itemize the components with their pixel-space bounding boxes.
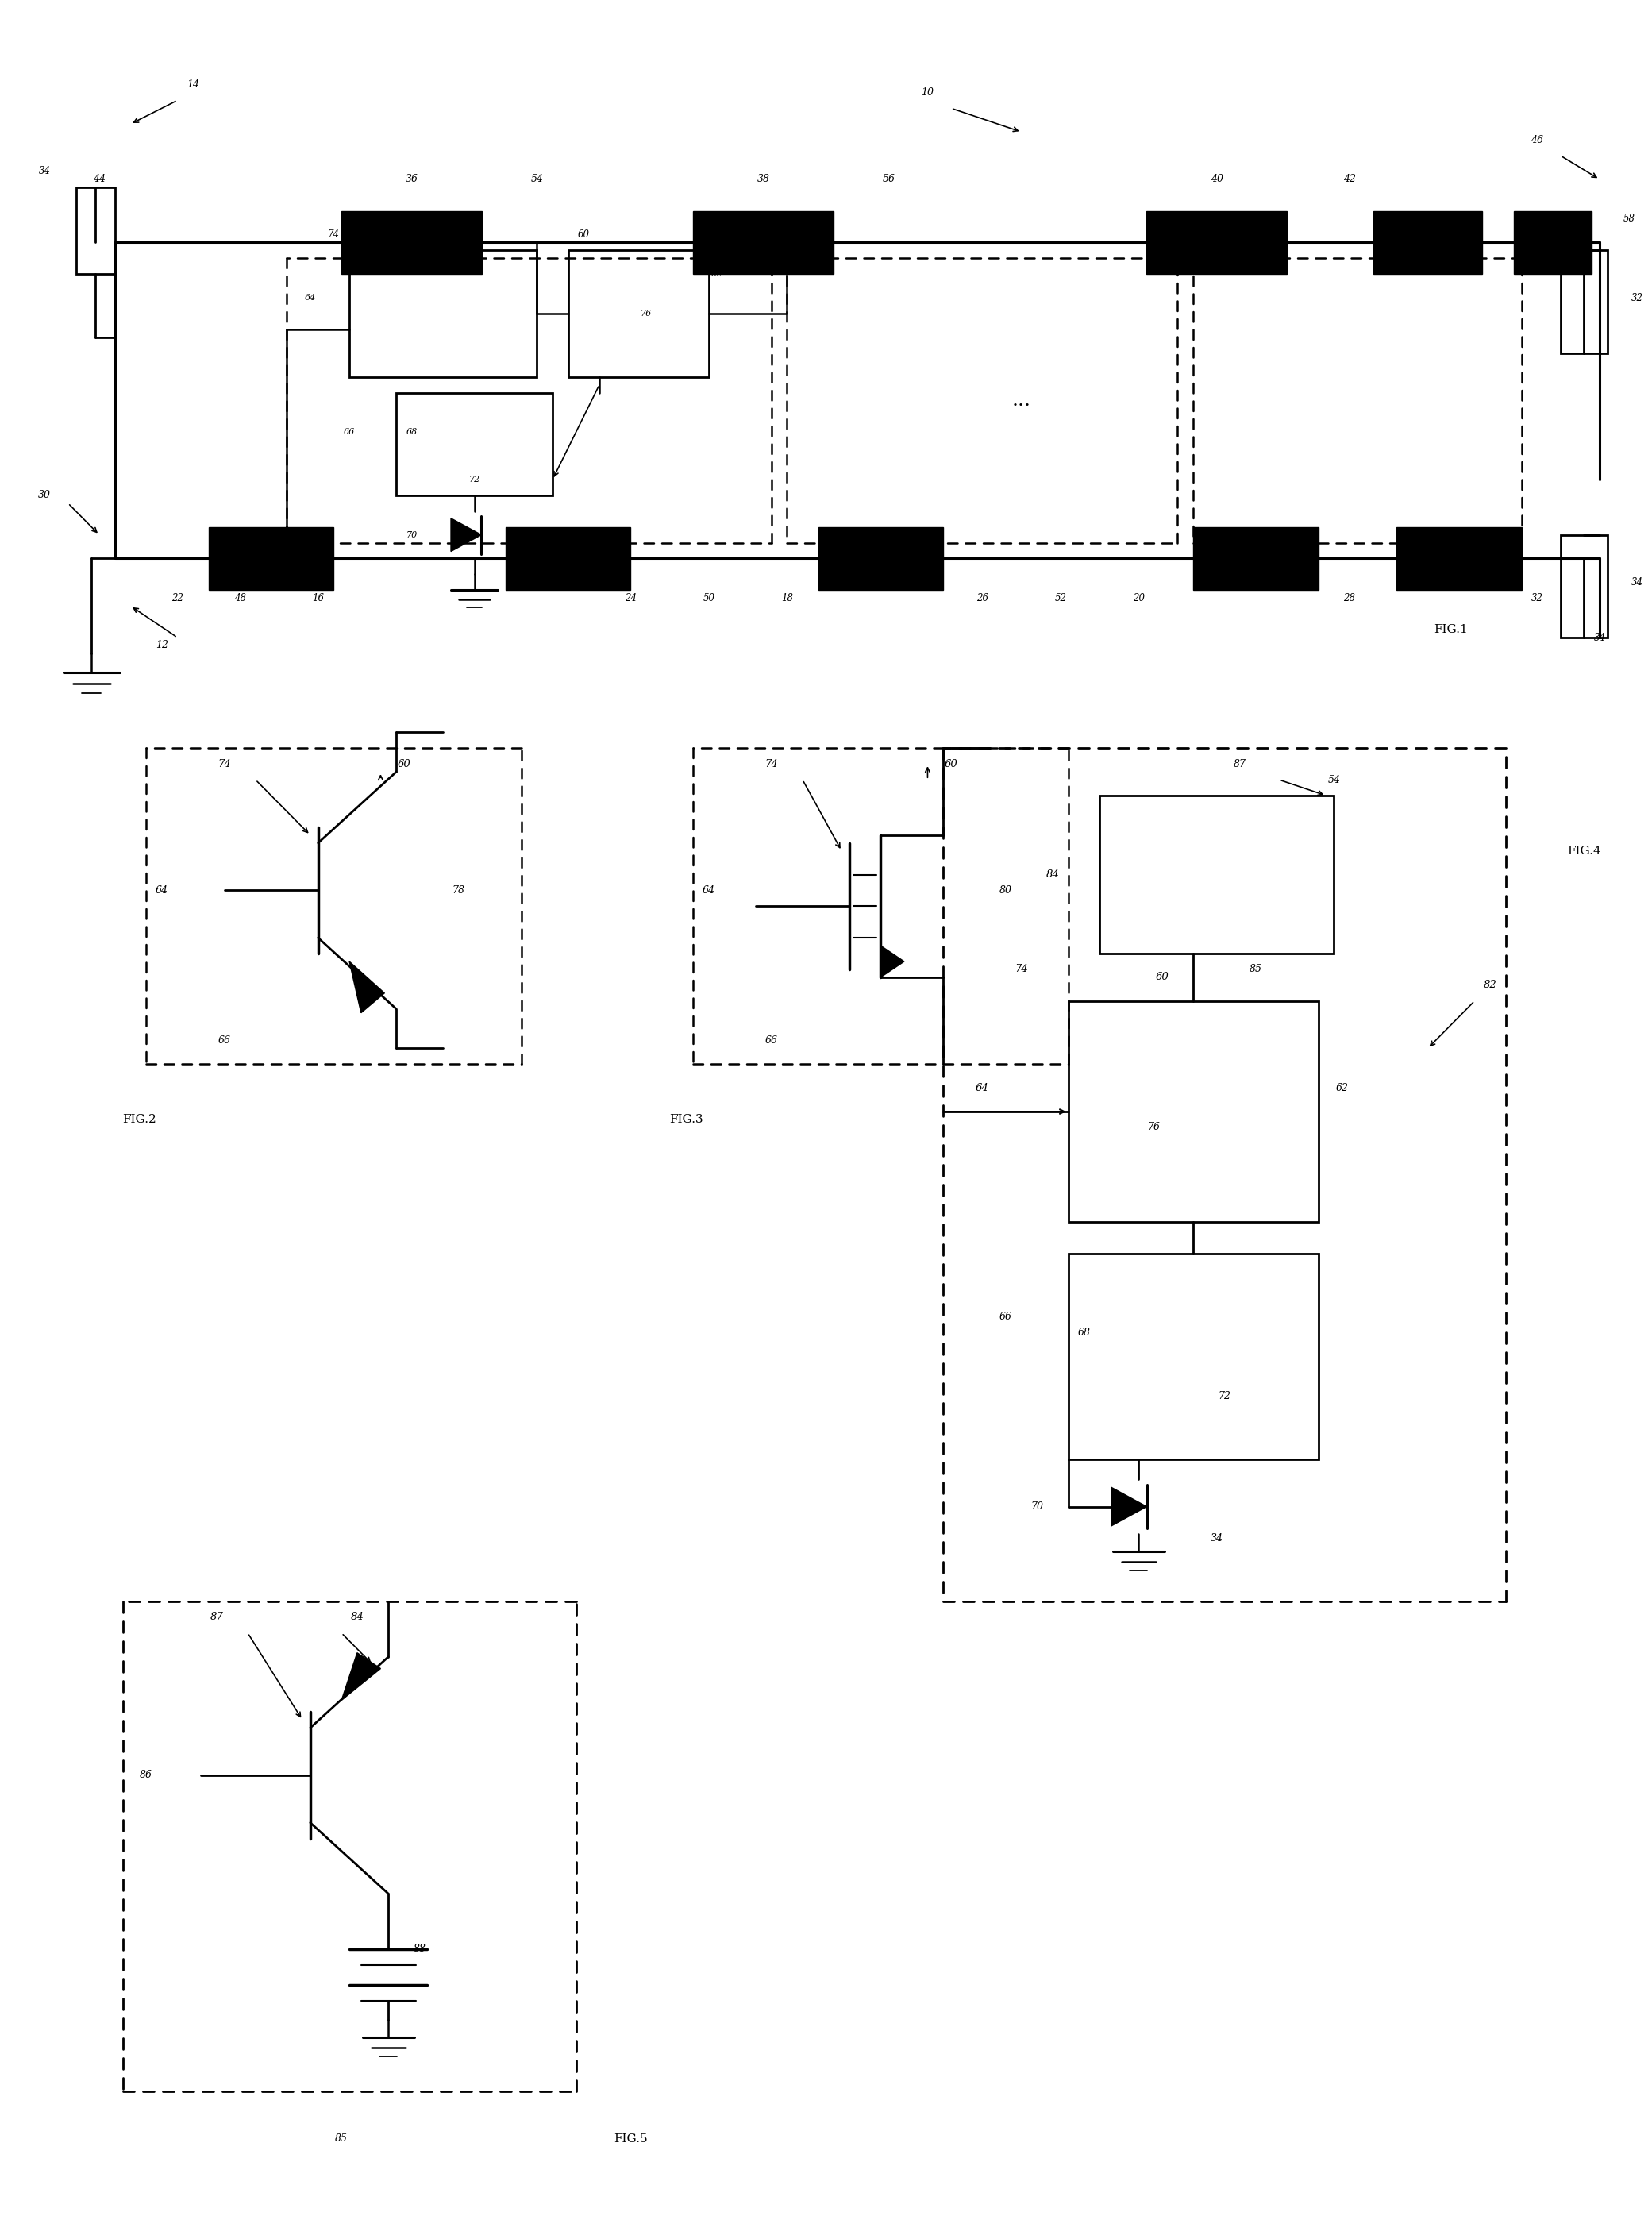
- Text: 74: 74: [218, 759, 231, 770]
- Text: 34: 34: [1211, 1534, 1222, 1543]
- Text: FIG.3: FIG.3: [669, 1115, 704, 1124]
- Bar: [1561, 535, 1607, 638]
- Text: 22: 22: [172, 593, 183, 602]
- Bar: [568, 251, 709, 376]
- Text: 74: 74: [1014, 965, 1028, 974]
- Text: 82: 82: [1483, 981, 1497, 990]
- Text: 64: 64: [304, 293, 316, 302]
- Bar: [342, 210, 482, 273]
- Text: 60: 60: [398, 759, 411, 770]
- Text: ...: ...: [1011, 392, 1031, 410]
- Text: 64: 64: [702, 884, 715, 896]
- Text: 16: 16: [312, 593, 324, 602]
- Text: 14: 14: [187, 78, 200, 90]
- Text: 74: 74: [327, 228, 340, 240]
- Text: FIG.4: FIG.4: [1568, 846, 1601, 858]
- Text: 62: 62: [1335, 1084, 1348, 1093]
- Text: 34: 34: [38, 166, 51, 177]
- Text: 86: 86: [140, 1771, 152, 1780]
- Text: 20: 20: [1133, 593, 1145, 602]
- Bar: [1561, 251, 1607, 354]
- Bar: [1513, 210, 1593, 273]
- Text: 87: 87: [210, 1612, 223, 1623]
- Text: 64: 64: [976, 1084, 990, 1093]
- Text: 74: 74: [765, 759, 778, 770]
- Bar: [349, 251, 537, 376]
- Text: FIG.5: FIG.5: [615, 2134, 648, 2145]
- Text: 78: 78: [453, 884, 466, 896]
- Bar: [76, 188, 116, 273]
- Bar: [694, 210, 834, 273]
- Text: 72: 72: [469, 475, 481, 484]
- Text: 68: 68: [1077, 1328, 1090, 1339]
- Text: 42: 42: [1343, 175, 1356, 184]
- Text: 48: 48: [235, 593, 246, 602]
- Text: 76: 76: [641, 309, 653, 318]
- Text: 66: 66: [765, 1034, 778, 1046]
- Text: 52: 52: [1054, 593, 1067, 602]
- Bar: [1069, 1001, 1318, 1222]
- Text: 72: 72: [1218, 1390, 1231, 1402]
- Bar: [1146, 210, 1287, 273]
- Text: 26: 26: [976, 593, 988, 602]
- Text: 50: 50: [702, 593, 715, 602]
- Polygon shape: [451, 517, 481, 551]
- Text: 54: 54: [1328, 775, 1340, 786]
- Text: 84: 84: [350, 1612, 363, 1623]
- Text: 56: 56: [882, 175, 895, 184]
- Text: 84: 84: [1046, 869, 1059, 880]
- Text: 34: 34: [524, 571, 534, 578]
- Text: 64: 64: [155, 884, 169, 896]
- Polygon shape: [1112, 1487, 1146, 1527]
- Text: 80: 80: [999, 884, 1013, 896]
- Text: 54: 54: [530, 175, 544, 184]
- Text: 24: 24: [624, 593, 636, 602]
- Text: 36: 36: [405, 175, 418, 184]
- Text: 60: 60: [578, 228, 590, 240]
- Bar: [1193, 526, 1318, 591]
- Bar: [1396, 526, 1521, 591]
- Text: 34: 34: [1631, 578, 1642, 587]
- Text: FIG.1: FIG.1: [1434, 625, 1469, 636]
- Text: 38: 38: [757, 175, 770, 184]
- Text: 28: 28: [1343, 593, 1356, 602]
- Text: 85: 85: [1249, 965, 1262, 974]
- Text: 30: 30: [38, 490, 51, 502]
- Bar: [208, 526, 334, 591]
- Bar: [506, 526, 631, 591]
- Text: 68: 68: [406, 428, 418, 437]
- Bar: [1069, 1254, 1318, 1460]
- Polygon shape: [881, 945, 904, 976]
- Text: 70: 70: [406, 531, 418, 540]
- Text: 10: 10: [922, 87, 933, 99]
- Text: 58: 58: [1622, 213, 1635, 224]
- Text: 66: 66: [218, 1034, 231, 1046]
- Polygon shape: [349, 961, 385, 1012]
- Bar: [1100, 795, 1333, 954]
- Text: 34: 34: [1594, 631, 1606, 643]
- Text: 88: 88: [413, 1943, 426, 1955]
- Text: FIG.2: FIG.2: [122, 1115, 157, 1124]
- Text: 85: 85: [335, 2134, 349, 2143]
- Bar: [1373, 210, 1482, 273]
- Text: 76: 76: [1148, 1122, 1161, 1133]
- Polygon shape: [342, 1652, 380, 1699]
- Text: 40: 40: [1211, 175, 1222, 184]
- Text: 66: 66: [999, 1312, 1013, 1323]
- Text: 62: 62: [710, 271, 722, 278]
- Text: 18: 18: [781, 593, 793, 602]
- Text: 87: 87: [1234, 759, 1247, 770]
- Text: 46: 46: [1531, 134, 1543, 146]
- Text: 60: 60: [945, 759, 958, 770]
- Text: 32: 32: [1531, 593, 1543, 602]
- Bar: [396, 392, 552, 495]
- Text: 12: 12: [155, 640, 169, 652]
- Text: 32: 32: [1631, 293, 1642, 302]
- Bar: [818, 526, 943, 591]
- Text: 66: 66: [344, 428, 355, 437]
- Text: 70: 70: [1031, 1502, 1044, 1511]
- Text: 60: 60: [1155, 972, 1168, 983]
- Text: 44: 44: [93, 175, 106, 184]
